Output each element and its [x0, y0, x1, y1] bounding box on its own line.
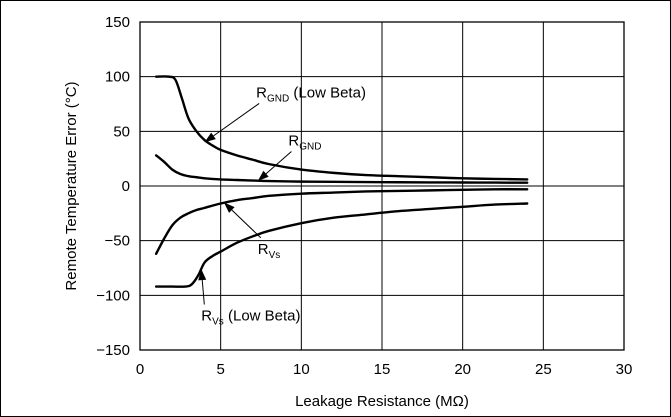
annotation-arrow-line-1: [213, 103, 260, 137]
x-tick-label: 5: [216, 361, 224, 378]
annotation-arrowhead-3: [223, 202, 235, 213]
annotation-label-2: RGND: [288, 133, 321, 153]
x-tick-label: 30: [616, 361, 633, 378]
series-line-4: [154, 202, 529, 288]
series-line-1: [154, 75, 529, 181]
series-lines: [154, 75, 529, 288]
x-tick-label: 10: [293, 361, 310, 378]
axis-ticks: 0 5 10 15 20 25 30 150 100 50 0 −50 −100 −150: [96, 14, 632, 378]
y-tick-label: 150: [105, 14, 130, 31]
x-axis-title: Leakage Resistance (MΩ): [295, 393, 469, 410]
annotation-label-4: RVs (Low Beta): [201, 307, 300, 327]
annotation-label-1: RGND (Low Beta): [256, 84, 366, 104]
y-tick-label: 50: [113, 123, 130, 140]
y-tick-label: −50: [105, 233, 130, 250]
annotation-arrow-line-3: [231, 209, 262, 239]
y-tick-label: −150: [96, 342, 130, 359]
annotation-arrowhead-2: [257, 170, 269, 181]
series-line-2: [154, 154, 529, 184]
annotations: RGND (Low Beta) RGND RVs RVs (Low Beta): [198, 84, 366, 327]
y-tick-label: 100: [105, 69, 130, 86]
annotation-arrow-line-2: [265, 151, 292, 175]
series-line-3: [154, 188, 529, 255]
annotation-arrow-line-4: [201, 280, 205, 305]
grid: [140, 22, 624, 350]
y-tick-label: 0: [122, 178, 130, 195]
y-axis-title: Remote Temperature Error (°C): [63, 81, 80, 290]
x-tick-label: 20: [454, 361, 471, 378]
x-tick-label: 0: [136, 361, 144, 378]
annotation-label-3: RVs: [258, 241, 281, 261]
x-tick-label: 15: [374, 361, 391, 378]
x-tick-label: 25: [535, 361, 552, 378]
y-tick-label: −100: [96, 287, 130, 304]
plot-area-frame: [139, 21, 625, 351]
annotation-arrowhead-4: [198, 269, 207, 281]
annotation-arrowhead-1: [204, 132, 216, 143]
